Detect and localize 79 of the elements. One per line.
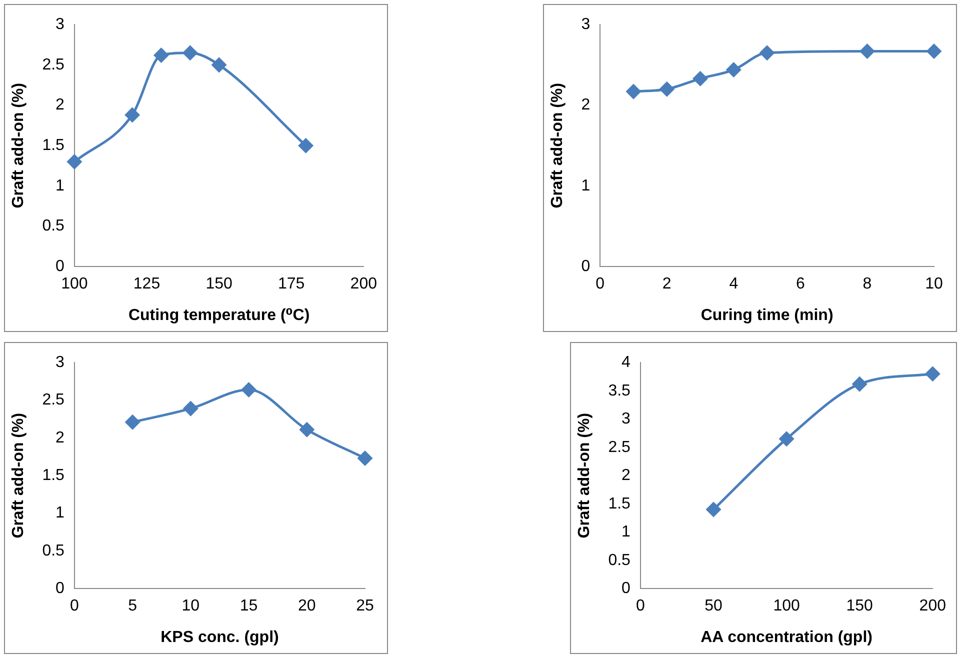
x-tick-label: 0 <box>70 598 79 615</box>
point <box>154 48 168 63</box>
point <box>125 108 140 122</box>
x-tick-label: 10 <box>182 598 200 615</box>
point <box>212 58 226 72</box>
x-tick-label: 100 <box>61 276 88 293</box>
y-tick-label: 0.5 <box>42 218 65 235</box>
x-tick-label: 150 <box>206 276 232 293</box>
point <box>125 414 140 430</box>
y-axis-title: Graft add-on (%) <box>10 412 28 538</box>
y-tick-label: 0 <box>56 258 65 276</box>
x-tick-label: 100 <box>773 598 800 615</box>
x-tick-label: 50 <box>704 598 722 615</box>
x-tick-label: 8 <box>862 276 872 293</box>
y-axis-title: Graft add-on (%) <box>576 412 594 538</box>
x-tick-label: 125 <box>133 276 160 293</box>
y-axis-title: Graft add-on (%) <box>549 82 566 208</box>
y-tick-label: 1 <box>56 177 65 194</box>
x-tick-label: 20 <box>298 598 316 615</box>
y-tick-label: 0.5 <box>608 552 631 569</box>
y-tick-label: 2.5 <box>42 392 65 409</box>
y-tick-label: 0 <box>622 580 631 598</box>
y-tick-label: 0.5 <box>42 542 65 560</box>
x-axis-title: Cuting temperature (⁰C) <box>128 306 310 324</box>
x-tick-label: 25 <box>356 598 374 615</box>
y-tick-label: 2 <box>622 467 631 484</box>
y-tick-label: 3 <box>581 16 590 34</box>
x-tick-label: 6 <box>796 276 805 293</box>
point <box>358 451 372 466</box>
y-tick-label: 3 <box>56 16 65 34</box>
x-tick-label: 15 <box>240 598 258 615</box>
point <box>182 46 198 60</box>
x-axis-title: AA concentration (gpl) <box>700 628 872 646</box>
y-tick-label: 1.5 <box>42 137 65 154</box>
x-tick-label: 200 <box>350 276 378 293</box>
y-tick-label: 3 <box>56 354 65 372</box>
point <box>693 71 708 86</box>
y-tick-label: 1 <box>622 524 631 541</box>
y-tick-label: 2 <box>581 96 590 114</box>
point <box>706 502 721 517</box>
y-tick-label: 2.5 <box>608 438 631 456</box>
y-tick-label: 2.5 <box>42 56 65 74</box>
y-tick-label: 1.5 <box>42 467 65 484</box>
point <box>183 401 198 416</box>
x-tick-label: 10 <box>925 276 943 293</box>
y-tick-label: 2 <box>56 429 65 446</box>
x-tick-label: 200 <box>919 598 946 615</box>
x-tick-label: 0 <box>636 598 645 615</box>
point <box>860 44 874 58</box>
point <box>67 154 82 169</box>
x-tick-label: 2 <box>662 276 672 293</box>
x-axis-title: KPS conc. (gpl) <box>160 628 279 646</box>
y-tick-label: 1 <box>581 177 590 194</box>
point <box>926 44 942 58</box>
y-tick-label: 3.5 <box>608 382 631 400</box>
point <box>660 82 674 96</box>
y-tick-label: 0 <box>56 580 65 598</box>
x-tick-label: 5 <box>128 598 138 615</box>
y-tick-label: 4 <box>622 354 631 372</box>
y-axis-title: Graft add-on (%) <box>10 82 28 208</box>
point <box>298 138 314 153</box>
x-tick-label: 4 <box>729 276 738 293</box>
x-tick-label: 150 <box>846 598 874 615</box>
y-tick-label: 3 <box>622 410 631 428</box>
y-tick-label: 1 <box>56 504 65 522</box>
point <box>760 46 774 60</box>
y-tick-label: 2 <box>56 96 65 114</box>
point <box>925 366 940 382</box>
point <box>852 376 867 392</box>
point <box>626 84 641 99</box>
point <box>726 62 741 78</box>
y-tick-label: 1.5 <box>608 495 631 512</box>
point <box>300 422 314 437</box>
x-axis-title: Curing time (min) <box>700 306 834 324</box>
x-tick-label: 175 <box>278 276 305 293</box>
point <box>242 382 256 397</box>
point <box>779 432 794 446</box>
y-tick-label: 0 <box>581 258 590 276</box>
x-tick-label: 0 <box>596 276 605 293</box>
